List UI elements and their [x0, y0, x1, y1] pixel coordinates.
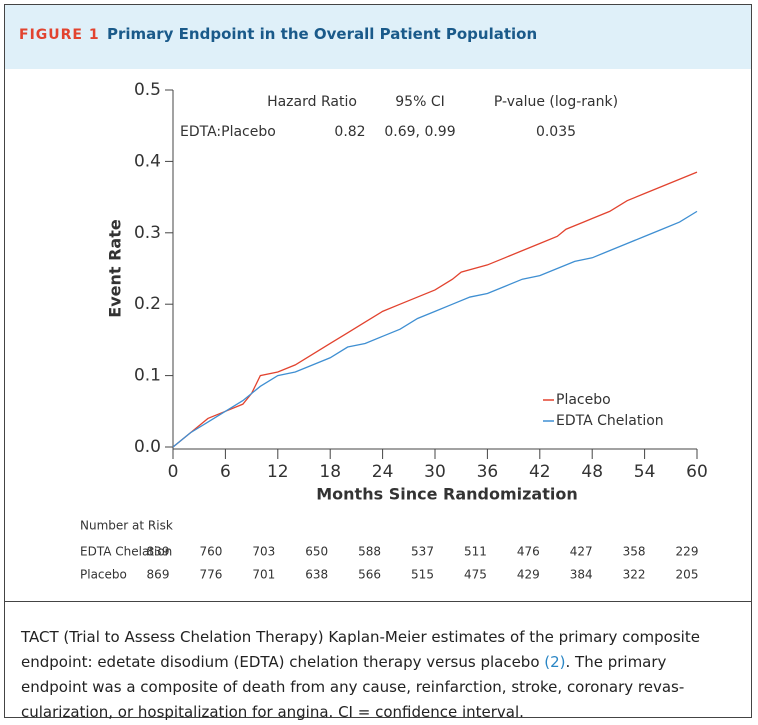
risk-value: 205: [676, 568, 699, 582]
x-tick-label: 0: [168, 462, 179, 482]
x-tick-label: 60: [686, 462, 708, 482]
x-tick-label: 30: [424, 462, 446, 482]
series-line: [172, 171, 698, 448]
risk-value: 776: [199, 568, 222, 582]
risk-value: 429: [517, 568, 540, 582]
y-tick-label: 0.5: [134, 80, 161, 100]
figure-title: Primary Endpoint in the Overall Patient …: [107, 25, 538, 43]
risk-value: 701: [252, 568, 275, 582]
x-tick-label: 12: [267, 462, 289, 482]
x-tick-label: 18: [319, 462, 341, 482]
risk-value: 384: [570, 568, 593, 582]
reference-link[interactable]: (2): [544, 653, 566, 671]
risk-value: 427: [570, 545, 593, 559]
x-tick-label: 42: [529, 462, 551, 482]
caption-text: . The primary: [565, 653, 667, 671]
stats-row-label: EDTA:Placebo: [180, 124, 276, 140]
risk-row-label: Placebo: [80, 568, 127, 582]
stats-value: 0.82: [334, 124, 365, 140]
risk-value: 515: [411, 568, 434, 582]
risk-value: 760: [199, 545, 222, 559]
risk-value: 229: [676, 545, 699, 559]
separator: [5, 601, 751, 602]
stats-value: 0.69, 0.99: [384, 124, 455, 140]
risk-value: 869: [147, 568, 170, 582]
caption-text: endpoint was a composite of death from a…: [21, 678, 685, 696]
risk-value: 358: [623, 545, 646, 559]
caption-line: cularization, or hospitalization for ang…: [21, 700, 700, 725]
x-tick-label: 36: [477, 462, 499, 482]
risk-value: 588: [358, 545, 381, 559]
figure-header: FIGURE 1 Primary Endpoint in the Overall…: [5, 5, 751, 69]
risk-value: 537: [411, 545, 434, 559]
risk-value: 839: [147, 545, 170, 559]
x-tick-label: 24: [372, 462, 394, 482]
legend-label: EDTA Chelation: [556, 413, 664, 429]
x-axis-label: Months Since Randomization: [316, 485, 577, 504]
stats-value: 0.035: [536, 124, 576, 140]
caption: TACT (Trial to Assess Chelation Therapy)…: [21, 625, 700, 725]
figure-frame: FIGURE 1 Primary Endpoint in the Overall…: [4, 4, 752, 721]
caption-text: endpoint: edetate disodium (EDTA) chelat…: [21, 653, 545, 671]
risk-value: 566: [358, 568, 381, 582]
risk-value: 322: [623, 568, 646, 582]
risk-value: 475: [464, 568, 487, 582]
y-tick-label: 0.0: [134, 437, 161, 457]
legend-label: Placebo: [556, 392, 611, 408]
caption-line: endpoint was a composite of death from a…: [21, 675, 700, 700]
risk-value: 476: [517, 545, 540, 559]
stats-header: P-value (log-rank): [494, 94, 618, 110]
x-tick-label: 6: [220, 462, 231, 482]
y-axis-label: Event Rate: [106, 219, 125, 318]
y-tick-label: 0.3: [134, 223, 161, 243]
series-line: [172, 210, 698, 448]
y-tick-label: 0.1: [134, 366, 161, 386]
caption-line: endpoint: edetate disodium (EDTA) chelat…: [21, 650, 700, 675]
stats-header: 95% CI: [395, 94, 444, 110]
y-tick-label: 0.4: [134, 151, 161, 171]
y-tick-label: 0.2: [134, 294, 161, 314]
risk-value: 638: [305, 568, 328, 582]
stats-header: Hazard Ratio: [267, 94, 357, 110]
figure-label: FIGURE 1: [19, 27, 100, 43]
caption-text: cularization, or hospitalization for ang…: [21, 703, 524, 721]
caption-line: TACT (Trial to Assess Chelation Therapy)…: [21, 625, 700, 650]
risk-title: Number at Risk: [80, 519, 173, 533]
risk-value: 650: [305, 545, 328, 559]
x-tick-label: 54: [634, 462, 656, 482]
risk-value: 511: [464, 545, 487, 559]
risk-value: 703: [252, 545, 275, 559]
caption-text: TACT (Trial to Assess Chelation Therapy)…: [21, 628, 700, 646]
risk-row-label: EDTA Chelation: [80, 545, 172, 559]
x-tick-label: 48: [581, 462, 603, 482]
